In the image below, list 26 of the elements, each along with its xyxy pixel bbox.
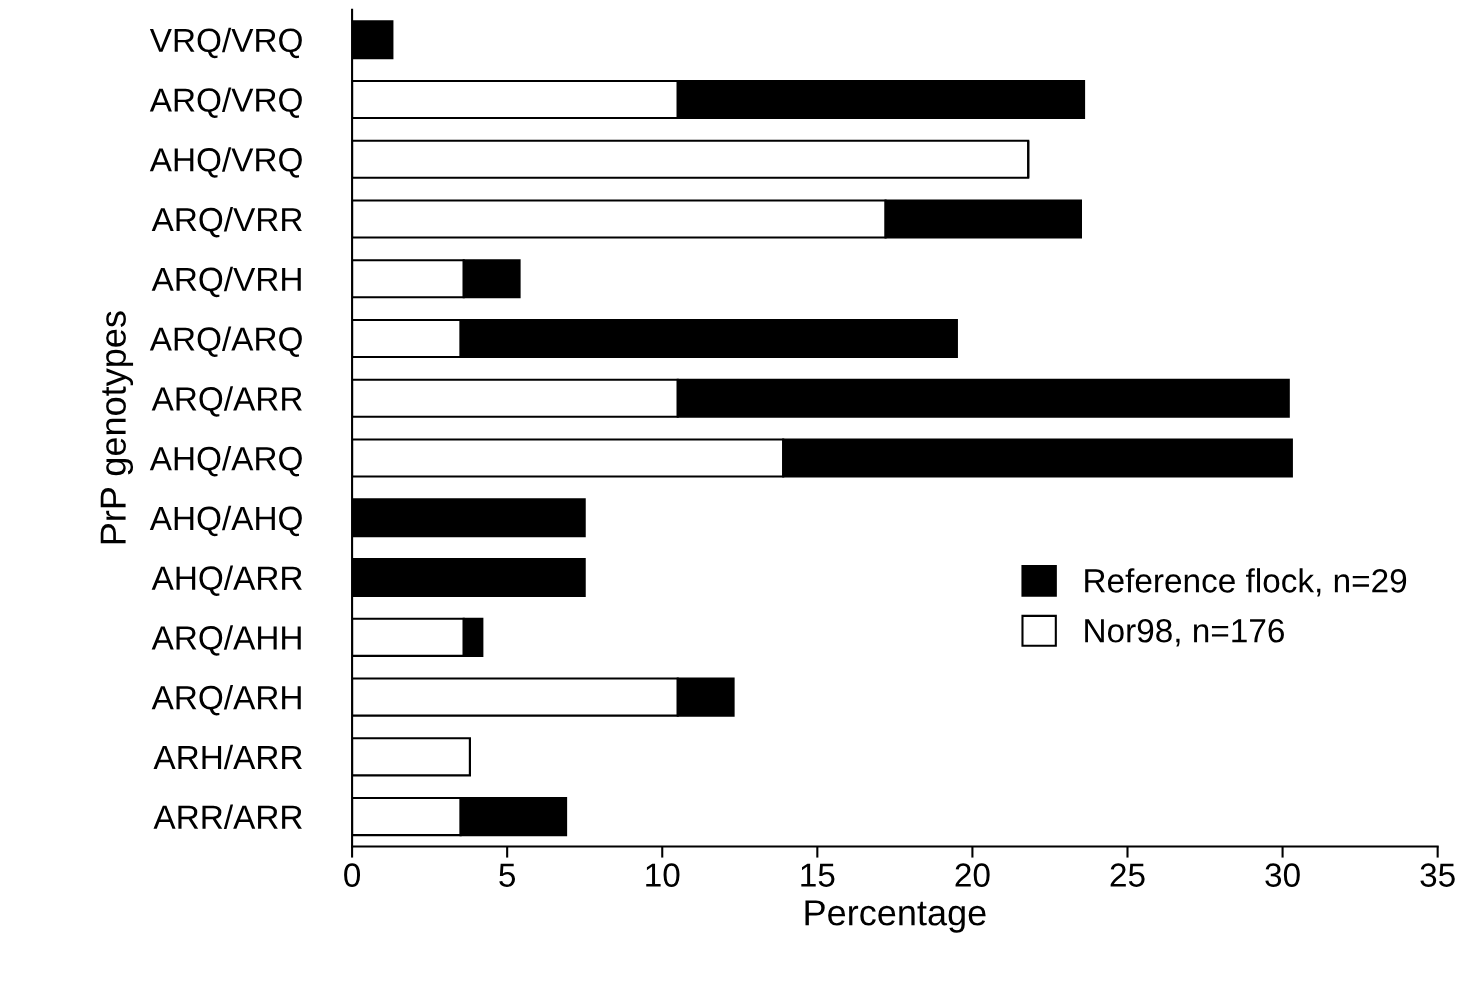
y-tick-label: ARQ/ARQ xyxy=(149,326,302,357)
x-tick-label: 10 xyxy=(646,863,680,887)
y-tick-label: AHQ/ARR xyxy=(151,565,302,596)
y-tick-label: ARR/ARR xyxy=(153,804,302,829)
x-axis-title: Percentage xyxy=(805,900,986,933)
y-tick-label: AHQ/ARQ xyxy=(149,445,302,477)
x-tick-label: 35 xyxy=(1420,863,1455,887)
y-tick-label: ARQ/AHH xyxy=(151,625,301,656)
y-tick-label: ARQ/VRQ xyxy=(149,87,302,118)
y-tick-label: ARQ/VRH xyxy=(151,266,301,298)
x-tick-label: 20 xyxy=(955,863,990,887)
y-tick-label: VRQ/VRQ xyxy=(149,27,302,59)
y-axis-title: PrP genotypes xyxy=(100,311,134,544)
y-tick-label: ARQ/ARR xyxy=(151,386,302,417)
legend-label: Nor98, n=176 xyxy=(1085,618,1284,647)
y-tick-label: AHQ/VRQ xyxy=(149,147,302,178)
y-tick-label: ARH/ARR xyxy=(153,744,302,770)
x-tick-label: 0 xyxy=(344,863,361,887)
x-tick-label: 5 xyxy=(499,863,516,887)
x-tick-label: 25 xyxy=(1110,863,1145,887)
x-tick-label: 15 xyxy=(801,863,835,887)
legend-label: Reference flock, n=29 xyxy=(1085,568,1407,597)
y-tick-label: AHQ/AHQ xyxy=(149,505,302,537)
y-tick-label: ARQ/ARH xyxy=(151,684,301,716)
x-tick-label: 30 xyxy=(1265,863,1300,887)
y-tick-label: ARQ/VRR xyxy=(151,206,302,238)
